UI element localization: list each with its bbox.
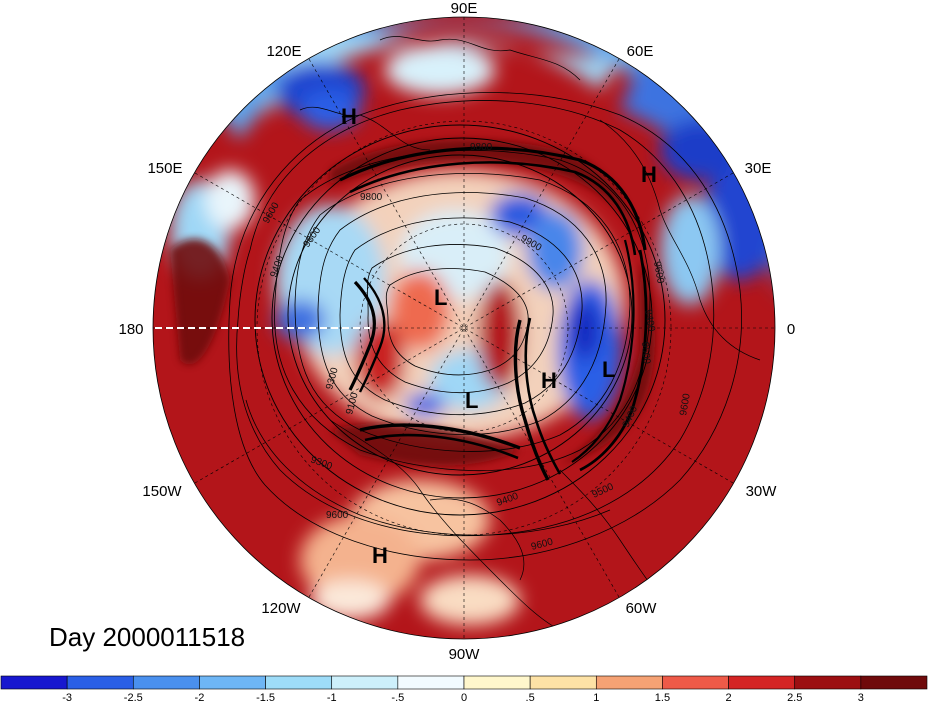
colorbar-tick-label: -3 xyxy=(62,692,72,702)
geopotential-contours xyxy=(228,92,742,561)
colorbar-swatch xyxy=(265,675,333,690)
contour-label: 9600 xyxy=(326,510,349,521)
lon-label-120e: 120E xyxy=(266,43,301,60)
contour-label: 9600 xyxy=(651,261,666,285)
pressure-centers: H H L L H L H xyxy=(341,104,657,568)
high-pressure-marker: H xyxy=(541,368,557,393)
colorbar-swatch xyxy=(860,675,928,690)
high-pressure-marker: H xyxy=(641,162,657,187)
contour-label: 9800 xyxy=(360,192,383,203)
longitude-labels: 90E 120E 60E 150E 30E 180 0 150W 30W 120… xyxy=(118,0,795,663)
colorbar-swatch xyxy=(662,675,729,690)
colorbar-tick-label: 1 xyxy=(593,692,599,702)
lon-label-60w: 60W xyxy=(626,600,658,617)
colorbar-swatch xyxy=(463,675,531,690)
colorbar-tick-label: 2 xyxy=(726,692,732,702)
map-disc-outline xyxy=(152,16,776,640)
colorbar-swatch xyxy=(794,675,862,690)
coastlines xyxy=(299,36,761,631)
colorbar-tick-label: -2 xyxy=(195,692,205,702)
lon-label-90w: 90W xyxy=(449,646,481,663)
low-pressure-marker: L xyxy=(465,388,478,413)
contour-label: 9500 xyxy=(639,341,652,365)
colorbar-swatch xyxy=(132,675,200,690)
contour-label: 9600 xyxy=(678,392,693,416)
high-pressure-marker: H xyxy=(341,104,357,129)
colorbar-tick-label: -2.5 xyxy=(124,692,143,702)
colorbar-tick-label: 2.5 xyxy=(787,692,802,702)
lon-label-30e: 30E xyxy=(745,160,772,177)
lon-label-180: 180 xyxy=(118,321,143,338)
lon-label-60e: 60E xyxy=(627,43,654,60)
low-pressure-marker: L xyxy=(602,357,615,382)
lon-label-30w: 30W xyxy=(746,483,778,500)
colorbar-swatch xyxy=(331,675,399,690)
lon-label-150w: 150W xyxy=(142,483,182,500)
colorbar-tick-label: -1.5 xyxy=(256,692,275,702)
colorbar-swatch xyxy=(529,675,597,690)
colorbar-swatch xyxy=(66,675,134,690)
high-pressure-marker: H xyxy=(372,543,388,568)
contour-label: 9800 xyxy=(470,142,493,153)
colorbar-swatch xyxy=(0,675,68,690)
colorbar-swatch xyxy=(728,675,796,690)
lon-label-0: 0 xyxy=(787,321,795,338)
low-pressure-marker: L xyxy=(434,285,447,310)
colorbar-tick-label: .5 xyxy=(526,692,535,702)
day-label: Day 2000011518 xyxy=(49,622,245,652)
contour-label: 9400 xyxy=(642,309,657,333)
colorbar: -3 -2.5 -2 -1.5 -1 -.5 0 .5 1 1.5 2 2.5 3 xyxy=(0,675,928,702)
colorbar-swatch xyxy=(595,675,663,690)
lon-label-90e: 90E xyxy=(451,0,478,17)
lon-label-120w: 120W xyxy=(261,600,301,617)
colorbar-tick-label: 1.5 xyxy=(655,692,670,702)
lon-label-150e: 150E xyxy=(147,160,182,177)
colorbar-tick-label: 3 xyxy=(858,692,864,702)
colorbar-tick-label: -1 xyxy=(327,692,337,702)
colorbar-swatch xyxy=(199,675,266,690)
colorbar-tick-label: 0 xyxy=(461,692,467,702)
colorbar-swatch xyxy=(397,675,465,690)
colorbar-tick-label: -.5 xyxy=(391,692,404,702)
